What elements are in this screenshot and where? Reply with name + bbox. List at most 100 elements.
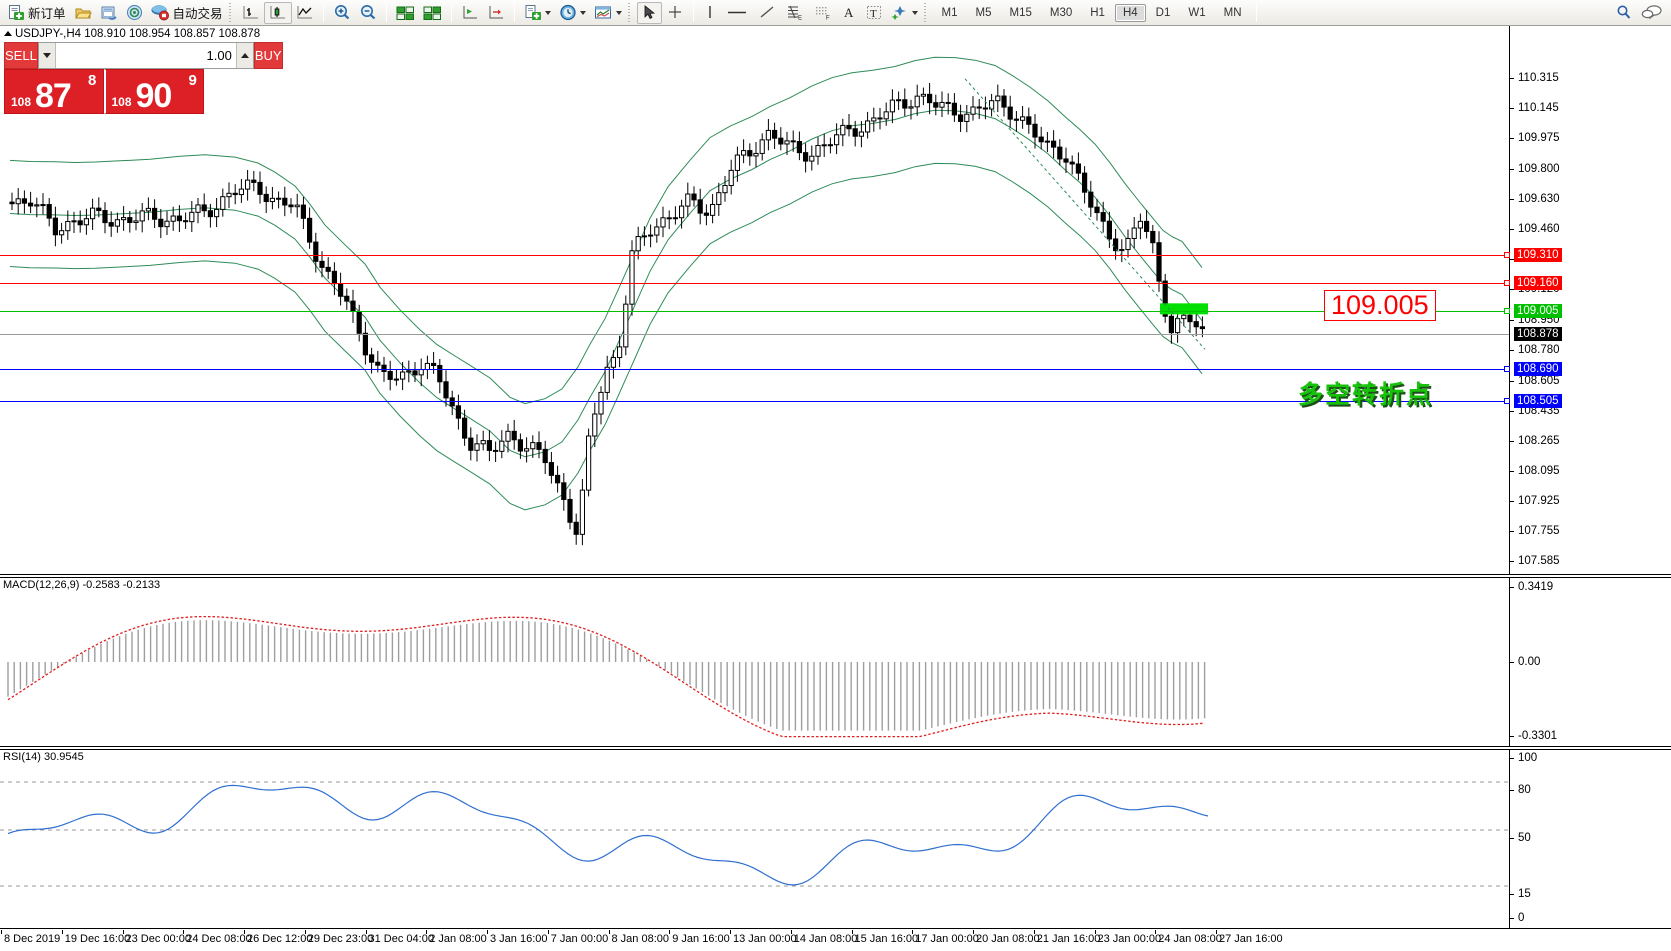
candle xyxy=(1156,231,1162,292)
last-price-tag: 108.878 xyxy=(1514,327,1562,341)
time-axis-label: 26 Dec 12:00 xyxy=(247,933,313,945)
candle xyxy=(722,175,728,202)
volume-input[interactable] xyxy=(55,43,236,68)
price-level-tag[interactable]: 109.160 xyxy=(1514,276,1562,290)
fibonacci-button[interactable]: E xyxy=(781,2,809,24)
chevron-down-icon-templates[interactable] xyxy=(615,10,622,15)
text-button[interactable]: A xyxy=(837,2,861,24)
candle xyxy=(858,121,864,148)
bollinger-lower xyxy=(9,162,1203,511)
trendline-button[interactable] xyxy=(753,2,781,24)
macd-axis-label: 0.00 xyxy=(1518,656,1541,668)
buy-price-display[interactable]: 108 90 9 xyxy=(103,69,204,115)
timeframe-h1-button[interactable]: H1 xyxy=(1090,6,1105,19)
candle xyxy=(313,232,319,273)
channel-button[interactable]: F xyxy=(809,2,837,24)
line-chart-button[interactable] xyxy=(292,2,318,24)
candle xyxy=(548,451,554,484)
one-click-trading-panel[interactable]: SELL BUY 108 87 8 108 90 9 xyxy=(4,42,283,115)
candle xyxy=(1063,147,1069,173)
price-level-tag[interactable]: 109.310 xyxy=(1514,248,1562,262)
volume-decrement-button[interactable] xyxy=(38,43,56,68)
chart-collapse-icon[interactable] xyxy=(4,31,12,36)
price-axis[interactable]: 110.315 110.145 109.975 109.800 109.630 109.4… xyxy=(1509,26,1671,574)
templates-button[interactable] xyxy=(590,2,626,24)
shapes-icon xyxy=(890,4,909,21)
candlestick-chart-button[interactable] xyxy=(263,1,292,24)
volume-stepper[interactable] xyxy=(37,42,254,69)
toolbar-grip-3[interactable] xyxy=(923,3,929,22)
folder-button[interactable] xyxy=(70,2,96,24)
price-level-tag[interactable]: 108.505 xyxy=(1514,394,1562,408)
price-annotation-box[interactable]: 109.005 xyxy=(1324,290,1436,322)
price-level-tag[interactable]: 108.690 xyxy=(1514,362,1562,376)
rsi-plot[interactable] xyxy=(0,750,1509,928)
price-pane[interactable]: 110.315 110.145 109.975 109.800 109.630 109.4… xyxy=(0,26,1671,575)
tile-windows-button[interactable] xyxy=(392,2,419,24)
macd-axis-label: 0.3419 xyxy=(1518,581,1554,593)
candle xyxy=(1113,228,1119,260)
macd-pane[interactable]: MACD(12,26,9) -0.2583 -0.2133 0.3419 0.00… xyxy=(0,577,1671,747)
timeframe-m5-button[interactable]: M5 xyxy=(975,6,992,19)
timeframe-mn-button[interactable]: MN xyxy=(1223,6,1242,19)
macd-plot[interactable] xyxy=(0,578,1509,746)
shapes-button[interactable] xyxy=(887,2,922,24)
price-tick xyxy=(1510,530,1514,532)
cursor-button[interactable] xyxy=(636,1,662,24)
market-watch-button[interactable] xyxy=(122,2,147,24)
timeframe-d1-button[interactable]: D1 xyxy=(1155,6,1171,19)
price-level-tag[interactable]: 109.005 xyxy=(1514,304,1562,318)
zoom-in-button[interactable] xyxy=(329,2,355,24)
timeframe-m1-button[interactable]: M1 xyxy=(941,6,958,19)
chart-area[interactable]: USDJPY-,H4 108.910 108.954 108.857 108.8… xyxy=(0,26,1671,951)
zoom-out-button[interactable] xyxy=(355,2,381,24)
chevron-down-icon-period[interactable] xyxy=(579,10,586,15)
new-order-button[interactable]: 新订单 xyxy=(4,2,70,24)
turning-point-note[interactable]: 多空转折点 xyxy=(1298,381,1434,409)
auto-trading-button[interactable]: 自动交易 xyxy=(147,2,227,24)
candle xyxy=(827,137,833,154)
rsi-axis[interactable]: 100 80 50 15 0 xyxy=(1509,750,1671,928)
templates-icon xyxy=(594,5,613,21)
chat-button[interactable] xyxy=(1637,2,1667,24)
candle xyxy=(362,321,368,365)
rsi-pane[interactable]: RSI(14) 30.9545 100 80 50 15 0 xyxy=(0,749,1671,929)
candle xyxy=(1137,213,1144,240)
search-button[interactable] xyxy=(1611,2,1637,24)
timeframe-w1-button[interactable]: W1 xyxy=(1188,6,1206,19)
sell-price-display[interactable]: 108 87 8 xyxy=(4,69,104,115)
crosshair-button[interactable] xyxy=(662,2,688,24)
new-indicator-button[interactable] xyxy=(520,2,555,24)
auto-scroll-button[interactable] xyxy=(483,2,509,24)
text-label-button[interactable]: T xyxy=(861,2,887,24)
candle xyxy=(1144,209,1150,239)
candle xyxy=(908,99,914,120)
vline-button[interactable] xyxy=(699,2,721,24)
toolbar-grip-1[interactable] xyxy=(228,3,234,22)
macd-axis[interactable]: 0.3419 0.00 -0.3301 xyxy=(1509,578,1671,746)
period-button[interactable] xyxy=(555,2,590,24)
timeframe-m15-button[interactable]: M15 xyxy=(1009,6,1032,19)
shift-end-button[interactable] xyxy=(457,2,483,24)
volume-increment-button[interactable] xyxy=(235,43,253,68)
buy-button[interactable]: BUY xyxy=(253,42,283,69)
timeframe-h4-button[interactable]: H4 xyxy=(1114,3,1146,22)
toolbar-grip-2[interactable] xyxy=(627,3,633,22)
bar-chart-button[interactable] xyxy=(238,2,264,24)
timeframe-m30-button[interactable]: M30 xyxy=(1049,6,1073,19)
hline-button[interactable] xyxy=(721,2,753,24)
macd-axis-label: -0.3301 xyxy=(1518,730,1558,742)
profiles-button[interactable] xyxy=(96,2,122,24)
sell-button[interactable]: SELL xyxy=(4,42,38,69)
candle xyxy=(288,198,294,214)
chevron-down-icon-indicators[interactable] xyxy=(544,10,551,15)
price-plot[interactable] xyxy=(0,26,1509,574)
candle xyxy=(958,104,964,132)
candle xyxy=(1069,155,1075,175)
time-axis[interactable]: 8 Dec 2019 19 Dec 16:00 23 Dec 00:00 24 Dec… xyxy=(0,930,1671,951)
chevron-down-icon-shapes[interactable] xyxy=(911,10,918,15)
time-axis-label: 2 Jan 08:00 xyxy=(429,933,487,945)
svg-text:T: T xyxy=(870,8,877,20)
candle xyxy=(189,200,195,233)
tile-windows-button-2[interactable] xyxy=(419,2,446,24)
